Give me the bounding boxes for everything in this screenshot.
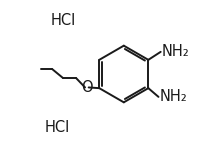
Text: HCl: HCl <box>50 13 76 28</box>
Text: HCl: HCl <box>45 120 70 135</box>
Text: NH₂: NH₂ <box>161 44 189 59</box>
Text: NH₂: NH₂ <box>159 89 187 104</box>
Text: O: O <box>81 80 93 95</box>
